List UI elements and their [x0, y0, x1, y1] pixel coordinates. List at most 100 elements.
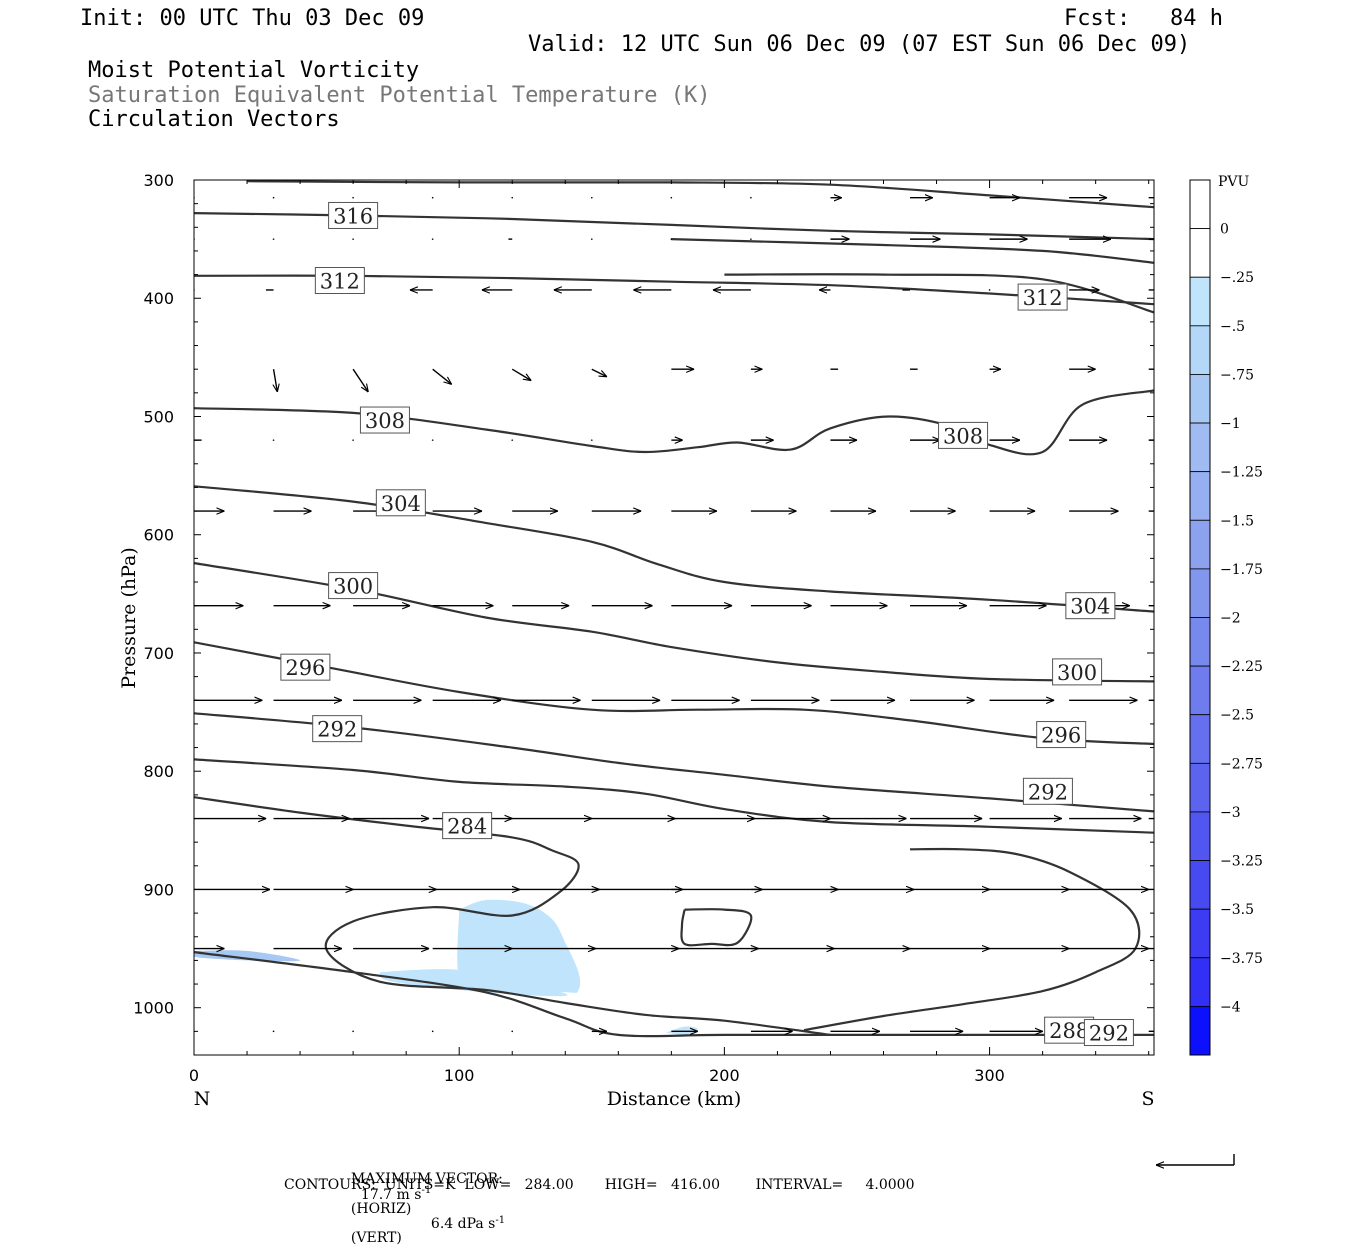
contour-label: 296	[1041, 724, 1081, 748]
colorbar-bin	[1189, 276, 1211, 327]
forecast-hour: Fcst: 84 h	[1064, 6, 1223, 31]
contour-label-box	[442, 812, 493, 840]
circulation-vectors	[194, 196, 1154, 1033]
colorbar-bin	[1189, 519, 1211, 570]
contour-label-box	[1036, 721, 1087, 749]
colorbar-label: −2.25	[1220, 659, 1263, 675]
colorbar-frame	[1189, 179, 1211, 1056]
x-axis-label: Distance (km)	[607, 1088, 742, 1110]
contour-label-box	[280, 653, 331, 681]
contour-label: 292	[317, 718, 357, 742]
colorbar-label: −2.75	[1220, 756, 1263, 772]
vector-dot	[590, 238, 593, 240]
colorbar-bin	[1189, 568, 1211, 618]
colorbar-bin	[1189, 860, 1211, 910]
pv-region-1	[379, 969, 568, 997]
colorbar-label: −2	[1220, 611, 1241, 627]
max-vector-horiz-unit: (HORIZ)	[350, 1200, 412, 1217]
contour-label: 300	[1057, 661, 1097, 685]
contour-label: 296	[285, 656, 325, 680]
colorbar-label: −.5	[1220, 319, 1245, 335]
contour-labels: 3163123123083083043043003002962962922922…	[280, 201, 1134, 1047]
pv-region-0	[457, 899, 581, 993]
vector-dot	[272, 238, 275, 240]
vector-dot	[750, 238, 752, 240]
contour-288-15	[194, 758, 1154, 834]
x-end-label-south: S	[1141, 1088, 1154, 1110]
contour-label: 308	[943, 424, 983, 448]
contour-320-4	[671, 238, 1154, 264]
y-tick-label: 600	[143, 526, 174, 545]
max-vector-horiz-exp: -1	[421, 1185, 432, 1196]
init-time: Init: 00 UTC Thu 03 Dec 09	[80, 6, 425, 31]
y-tick-label: 900	[143, 880, 174, 899]
contour-label-box	[1065, 592, 1116, 620]
contours-info: CONTOURS: UNITS=K LOW= 284.00 HIGH= 416.…	[284, 1177, 915, 1193]
contour-292-20	[194, 951, 1154, 1038]
vector-dot	[511, 196, 514, 199]
reference-vector	[1156, 1154, 1235, 1165]
contour-label: 292	[1028, 780, 1068, 804]
colorbar-label: −.75	[1220, 367, 1254, 383]
axes: 300 400 500 600 700 800 900 1000 0 100 200 300	[133, 171, 1154, 1085]
pv-region-2	[194, 950, 301, 962]
contour-label-box	[1083, 1019, 1134, 1047]
contour-label: 312	[1023, 286, 1063, 310]
colorbar-label: −1.25	[1220, 465, 1263, 481]
contour-label: 312	[320, 270, 360, 294]
y-tick-label: 1000	[133, 999, 174, 1018]
colorbar-bin	[1189, 762, 1211, 813]
vector-dot	[272, 1030, 275, 1033]
colorbar-label: 0	[1220, 222, 1229, 238]
colorbar-bin	[1189, 228, 1211, 278]
contour-label-box	[1052, 658, 1103, 686]
vector-arrow	[274, 369, 278, 392]
vector-dot	[431, 439, 434, 441]
vector-dot	[352, 1030, 354, 1033]
colorbar-bin	[1189, 325, 1211, 375]
colorbar-label: −3.25	[1220, 854, 1263, 870]
plot-frame	[193, 179, 1155, 1056]
colorbar-bin	[1189, 908, 1211, 959]
vector-arrow	[511, 368, 531, 380]
colorbar-label: −1.5	[1220, 513, 1254, 529]
max-vector-line: MAXIMUM VECTOR: 17.7 m s-1 (HORIZ) 6.4 d…	[342, 1158, 505, 1245]
contour-label: 304	[1070, 595, 1110, 619]
field-title-pv: Moist Potential Vorticity	[88, 58, 420, 83]
max-vector-vert-exp: -1	[495, 1214, 506, 1226]
contour-label: 308	[365, 409, 405, 433]
contour-label-box	[359, 406, 410, 434]
colorbar-bin	[1189, 1005, 1211, 1056]
contour-304-7	[194, 485, 1154, 613]
colorbar-label: −3	[1220, 805, 1241, 821]
contour-label-box	[938, 421, 989, 449]
vector-dot	[352, 196, 354, 199]
valid-time: Valid: 12 UTC Sun 06 Dec 09 (07 EST Sun …	[528, 32, 1191, 57]
vector-dot	[590, 196, 593, 199]
colorbar-bin	[1189, 665, 1211, 716]
contour-label-box	[314, 267, 365, 295]
y-tick-label: 500	[143, 407, 174, 426]
contour-308-5	[194, 389, 1154, 456]
vector-arrow	[591, 368, 607, 377]
colorbar-label: −3.5	[1220, 902, 1254, 918]
contour-label-box	[1017, 283, 1068, 311]
contour-label-box	[328, 572, 379, 600]
vector-dot	[352, 439, 354, 441]
field-title-theta: Saturation Equivalent Potential Temperat…	[88, 83, 711, 108]
vector-dot	[670, 238, 673, 240]
y-tick-label: 800	[143, 762, 174, 781]
colorbar-bin	[1189, 374, 1211, 424]
contour-label: 288	[1049, 1019, 1089, 1043]
contour-label: 316	[333, 204, 373, 228]
vector-dot	[431, 1030, 434, 1033]
colorbar-bin	[1189, 179, 1211, 230]
colorbar-label: −4	[1220, 999, 1241, 1015]
vector-dot	[272, 439, 275, 441]
max-vector-label: MAXIMUM VECTOR:	[350, 1171, 503, 1187]
vector-dot	[511, 439, 514, 441]
colorbar-unit: PVU	[1218, 174, 1250, 190]
contour-284-18	[680, 908, 753, 947]
contour-284-17	[803, 847, 1141, 1032]
contour-label: 304	[381, 492, 421, 516]
